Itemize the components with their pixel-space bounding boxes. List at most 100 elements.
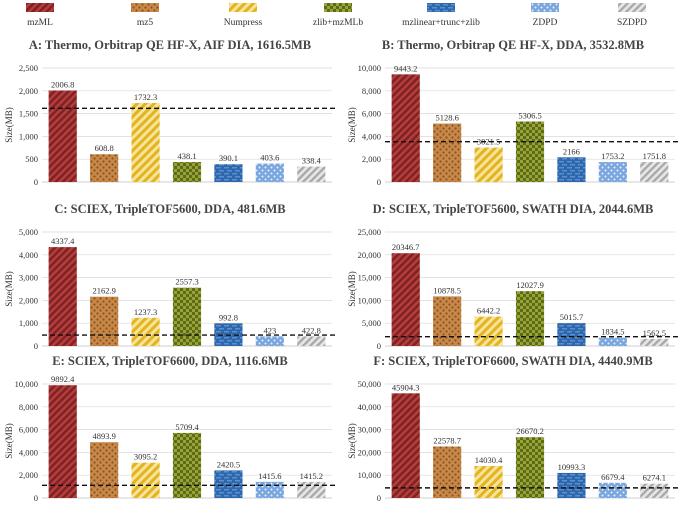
bar-numpress bbox=[474, 147, 503, 182]
legend-swatch bbox=[26, 3, 54, 12]
legend-label: Numpress bbox=[224, 18, 263, 28]
bar-zdpd bbox=[598, 482, 627, 498]
chart-panel-b: B: Thermo, Orbitrap QE HF-X, DDA, 3532.8… bbox=[343, 38, 683, 198]
bar-numpress bbox=[131, 317, 160, 346]
data-label: 2420.5 bbox=[217, 459, 240, 469]
data-label: 9443.2 bbox=[394, 63, 417, 73]
y-axis-label: Size(MB) bbox=[4, 423, 14, 459]
legend-label: mzML bbox=[27, 18, 53, 28]
data-label: 1753.2 bbox=[601, 151, 624, 161]
y-tick-label: 4,000 bbox=[19, 447, 38, 457]
data-label: 14030.4 bbox=[475, 455, 503, 465]
data-label: 4893.9 bbox=[92, 431, 115, 441]
bar-mzml bbox=[48, 385, 77, 498]
bar-chart-a: Size(MB) 0 500 1,000 1,500 2,000 2,500 2006.8 60… bbox=[4, 63, 336, 187]
y-tick-label: 5,000 bbox=[19, 227, 38, 237]
data-label: 5015.7 bbox=[560, 312, 583, 322]
y-axis-label: Size(MB) bbox=[347, 271, 357, 307]
chart-panel-d: D: SCIEX, TripleTOF5600, SWATH DIA, 2044… bbox=[343, 202, 683, 362]
bar-mzlinear-trunc-zlib bbox=[557, 472, 586, 498]
y-axis-label: Size(MB) bbox=[4, 271, 14, 307]
y-tick-label: 8,000 bbox=[362, 86, 381, 96]
y-tick-label: 20,000 bbox=[358, 447, 381, 457]
legend-item-zlib-mzmlb: zlib+mzMLb bbox=[313, 3, 363, 28]
data-label: 2557.3 bbox=[175, 277, 198, 287]
data-label: 20346.7 bbox=[392, 242, 420, 252]
legend-swatch bbox=[229, 3, 257, 12]
data-label: 403.6 bbox=[260, 153, 279, 163]
bar-mzml bbox=[48, 247, 77, 346]
y-tick-label: 20,000 bbox=[358, 250, 381, 260]
data-label: 608.8 bbox=[95, 143, 114, 153]
data-label: 1415.6 bbox=[258, 471, 281, 481]
y-tick-label: 0 bbox=[34, 341, 38, 351]
data-label: 6679.4 bbox=[601, 472, 625, 482]
y-tick-label: 1,000 bbox=[19, 131, 38, 141]
chart-panel-f: F: SCIEX, TripleTOF6600, SWATH DIA, 4440… bbox=[343, 354, 683, 514]
y-tick-label: 0 bbox=[377, 493, 381, 503]
y-tick-label: 30,000 bbox=[358, 425, 381, 435]
legend-swatch bbox=[131, 3, 159, 12]
y-tick-label: 2,500 bbox=[19, 63, 38, 73]
legend-item-numpress: Numpress bbox=[224, 3, 263, 28]
y-axis-label: Size(MB) bbox=[4, 107, 14, 143]
data-label: 423 bbox=[263, 325, 276, 335]
legend-label: mzlinear+trunc+zlib bbox=[402, 18, 480, 28]
y-tick-label: 2,000 bbox=[19, 295, 38, 305]
y-tick-label: 5,000 bbox=[362, 318, 381, 328]
y-tick-label: 0 bbox=[34, 493, 38, 503]
data-label: 1732.3 bbox=[134, 92, 157, 102]
bar-zdpd bbox=[598, 337, 627, 346]
y-tick-label: 0 bbox=[377, 177, 381, 187]
y-tick-label: 4,000 bbox=[19, 250, 38, 260]
bar-zlib-mzmlb bbox=[515, 437, 545, 498]
data-label: 1751.8 bbox=[643, 151, 666, 161]
bar-mz5 bbox=[90, 296, 119, 346]
legend-label: zlib+mzMLb bbox=[313, 18, 363, 28]
data-label: 5709.4 bbox=[175, 422, 199, 432]
chart-title: D: SCIEX, TripleTOF5600, SWATH DIA, 2044… bbox=[372, 202, 654, 216]
y-tick-label: 500 bbox=[25, 154, 38, 164]
chart-title: F: SCIEX, TripleTOF6600, SWATH DIA, 4440… bbox=[373, 354, 653, 368]
data-label: 1834.5 bbox=[601, 327, 624, 337]
legend-item-zdpd: ZDPD bbox=[531, 3, 559, 28]
data-label: 6442.2 bbox=[477, 306, 500, 316]
bar-zdpd bbox=[598, 162, 627, 182]
y-tick-label: 4,000 bbox=[362, 131, 381, 141]
bar-szdpd bbox=[640, 162, 669, 182]
data-label: 1237.3 bbox=[134, 307, 157, 317]
legend-swatch bbox=[427, 3, 455, 12]
bar-szdpd bbox=[640, 483, 669, 498]
bar-mz5 bbox=[433, 123, 462, 182]
data-label: 1562.5 bbox=[643, 328, 666, 338]
legend-item-szdpd: SZDPD bbox=[617, 3, 647, 28]
data-label: 438.1 bbox=[177, 151, 196, 161]
y-tick-label: 2,000 bbox=[19, 86, 38, 96]
legend-label: SZDPD bbox=[617, 18, 647, 28]
bar-numpress bbox=[131, 103, 160, 182]
bar-mz5 bbox=[433, 446, 462, 498]
bar-chart-d: Size(MB) 0 5,000 10,000 15,000 20,000 25,000 20… bbox=[347, 227, 679, 351]
data-label: 3021.5 bbox=[477, 137, 500, 147]
bar-szdpd bbox=[297, 166, 326, 182]
data-label: 10878.5 bbox=[433, 285, 461, 295]
bar-zlib-mzmlb bbox=[172, 162, 202, 182]
legend-label: mz5 bbox=[137, 18, 154, 28]
bar-szdpd bbox=[297, 481, 326, 498]
data-label: 338.4 bbox=[302, 156, 322, 166]
data-label: 45904.3 bbox=[392, 382, 420, 392]
bar-chart-c: Size(MB) 0 1,000 2,000 3,000 4,000 5,000 4337.4… bbox=[4, 227, 336, 351]
bar-chart-b: Size(MB) 0 2,000 4,000 6,000 8,000 10,000 9443.… bbox=[347, 63, 679, 187]
bar-numpress bbox=[131, 462, 160, 498]
y-tick-label: 0 bbox=[377, 341, 381, 351]
y-tick-label: 6,000 bbox=[19, 425, 38, 435]
bar-mzlinear-trunc-zlib bbox=[214, 470, 243, 498]
y-tick-label: 6,000 bbox=[362, 109, 381, 119]
chart-legend: mzML mz5 Numpress zlib+mzMLb mzlinear+trunc+… bbox=[26, 3, 647, 28]
data-label: 1415.2 bbox=[300, 471, 323, 481]
bar-numpress bbox=[474, 466, 503, 498]
y-tick-label: 50,000 bbox=[358, 379, 381, 389]
bar-zlib-mzmlb bbox=[515, 121, 545, 182]
data-label: 22578.7 bbox=[433, 436, 461, 446]
legend-swatch bbox=[324, 3, 352, 12]
